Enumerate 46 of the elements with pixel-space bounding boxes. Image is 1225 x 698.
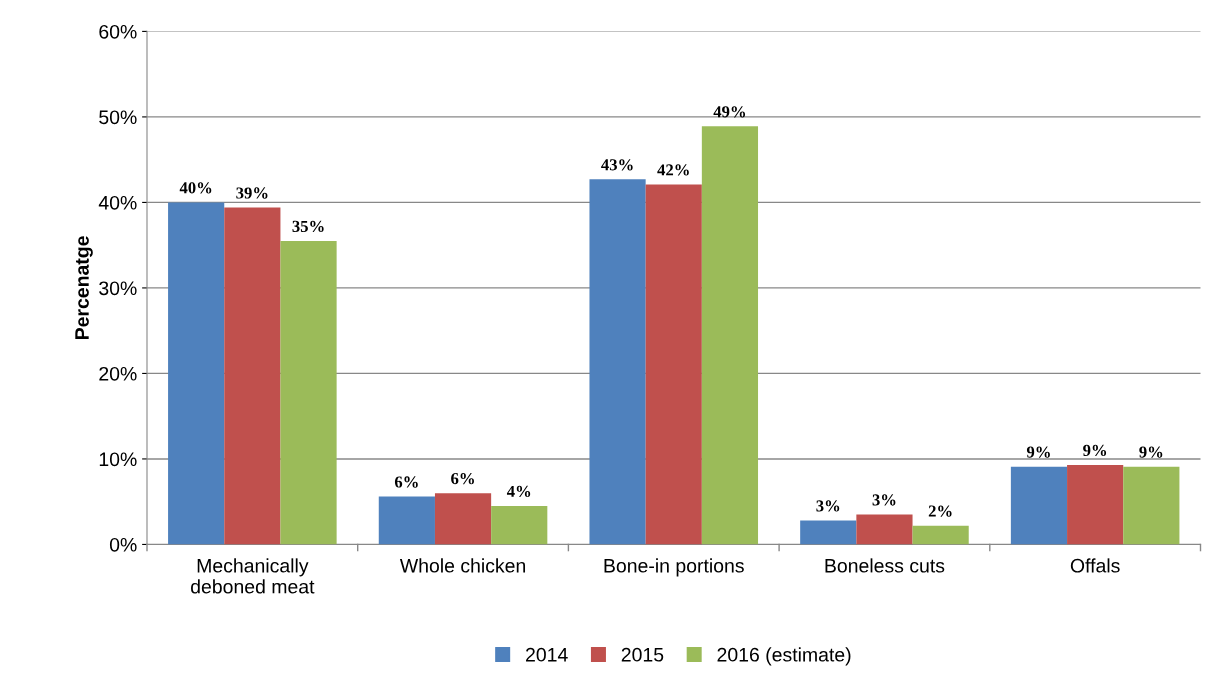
y-tick-label: 60% <box>99 24 137 39</box>
data-label: 2% <box>928 505 952 517</box>
bar <box>378 496 435 545</box>
data-label: 9% <box>1026 446 1050 458</box>
bar <box>168 202 225 545</box>
y-tick-label: 20% <box>99 366 137 381</box>
data-label: 43% <box>601 159 633 171</box>
data-label: 4% <box>506 485 531 498</box>
data-label: 6% <box>451 472 474 485</box>
bar <box>856 514 913 545</box>
x-tick-label: Mechanically deboned meat <box>191 558 315 594</box>
y-tick-label: 50% <box>99 110 137 125</box>
x-tick-label: Boneless cuts <box>825 558 945 573</box>
y-tick-label: 10% <box>99 452 137 467</box>
bar <box>1010 466 1068 545</box>
data-label: 3% <box>816 500 840 512</box>
bar <box>800 520 857 545</box>
data-label: 35% <box>292 220 324 233</box>
data-label: 3% <box>872 494 896 506</box>
legend-label: 2016 (estimate) <box>717 647 851 666</box>
data-label: 39% <box>236 187 268 199</box>
bar <box>224 207 281 545</box>
x-tick-label: Offals <box>1070 558 1120 573</box>
bar <box>434 493 492 545</box>
data-label: 49% <box>713 106 746 118</box>
data-label: 9% <box>1083 444 1107 457</box>
y-tick-label: 0% <box>109 537 137 552</box>
x-tick-label: Bone-in portions <box>604 558 744 577</box>
data-label: 6% <box>394 476 418 488</box>
y-tick-label: 30% <box>99 281 137 296</box>
data-label: 42% <box>657 164 689 176</box>
bar <box>491 505 548 545</box>
bar <box>645 184 702 545</box>
legend-label: 2015 <box>621 647 664 662</box>
bar <box>912 525 969 545</box>
y-tick-label: 40% <box>98 195 137 210</box>
bar <box>1067 464 1124 545</box>
bar <box>280 240 337 545</box>
data-label: 40% <box>179 182 212 194</box>
bar <box>1123 466 1180 545</box>
legend-label: 2014 <box>526 647 568 662</box>
bar <box>589 179 646 545</box>
x-tick-label: Whole chicken <box>399 558 526 573</box>
y-axis-title: Percenatge <box>75 236 93 340</box>
bar <box>701 126 759 545</box>
data-label: 9% <box>1139 446 1163 458</box>
